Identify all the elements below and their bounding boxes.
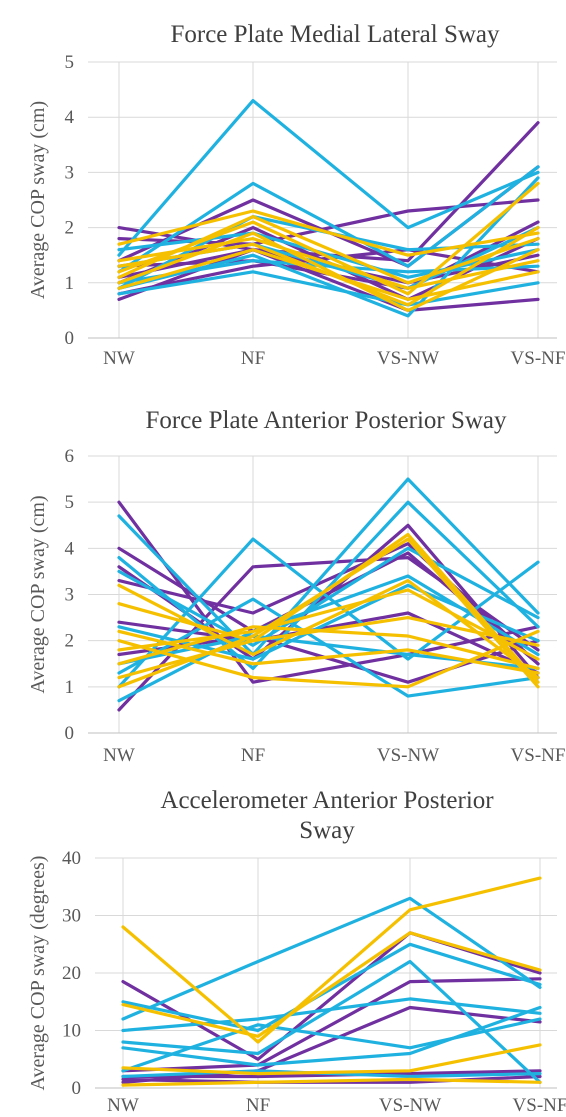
series-line-yellow — [121, 1043, 542, 1076]
x-tick-label: NW — [103, 745, 135, 766]
y-tick-label: 0 — [72, 1078, 82, 1099]
series-line-blue — [121, 997, 542, 1033]
y-tick-label: 0 — [65, 723, 75, 744]
y-tick-label: 5 — [65, 492, 75, 513]
series-line-blue — [121, 1017, 542, 1073]
x-tick-label: VS-NF — [511, 348, 566, 369]
chart-title: Force Plate Anterior Posterior Sway — [145, 407, 507, 434]
series-line-yellow — [121, 876, 542, 1044]
y-axis-label: Average COP sway (cm) — [27, 495, 49, 693]
series-line-yellow — [117, 209, 540, 257]
series-line-blue — [121, 896, 542, 1021]
series-line-yellow — [117, 578, 540, 680]
y-tick-label: 1 — [65, 273, 75, 294]
x-tick-label: NW — [107, 1095, 139, 1116]
series-line-blue — [117, 546, 540, 647]
series-line-yellow — [117, 588, 540, 661]
y-tick-label: 40 — [62, 848, 81, 869]
series-line-purple — [117, 542, 540, 666]
series-line-purple — [117, 611, 540, 675]
x-tick-label: VS-NW — [377, 348, 439, 369]
series-line-blue — [117, 597, 540, 698]
series-line-purple — [121, 977, 542, 1073]
y-tick-label: 4 — [65, 107, 75, 128]
series-line-blue — [117, 270, 540, 307]
y-tick-label: 5 — [65, 52, 75, 73]
y-axis-label: Average COP sway (degrees) — [27, 856, 49, 1091]
series-line-purple — [117, 248, 540, 312]
x-tick-label: VS-NW — [379, 1095, 441, 1116]
y-tick-label: 3 — [65, 585, 75, 606]
series-line-yellow — [117, 215, 540, 285]
y-tick-label: 1 — [65, 677, 75, 698]
series-line-blue — [121, 1005, 542, 1067]
x-tick-label: VS-NF — [513, 1095, 566, 1116]
y-tick-label: 3 — [65, 162, 75, 183]
series-line-yellow — [117, 615, 540, 680]
series-line-yellow — [117, 629, 540, 675]
x-tick-label: NF — [241, 348, 265, 369]
chart-title: Sway — [299, 817, 355, 844]
y-tick-label: 10 — [62, 1021, 81, 1042]
y-tick-label: 2 — [65, 631, 75, 652]
series-line-blue — [117, 477, 540, 657]
x-tick-label: NF — [246, 1095, 270, 1116]
y-tick-label: 20 — [62, 963, 81, 984]
series-line-purple — [117, 500, 540, 684]
series-line-yellow — [121, 1077, 542, 1087]
chart-title: Force Plate Medial Lateral Sway — [170, 21, 500, 48]
x-tick-label: VS-NW — [377, 745, 439, 766]
series-line-yellow — [117, 226, 540, 307]
series-line-blue — [117, 176, 540, 318]
x-tick-label: NF — [241, 745, 265, 766]
series-line-yellow — [121, 931, 542, 1038]
series-line-blue — [117, 231, 540, 279]
x-tick-label: VS-NF — [511, 745, 566, 766]
chart-2: Force Plate Anterior Posterior Sway 0 1 2 3 4… — [27, 407, 565, 766]
series-line-yellow — [117, 231, 540, 312]
y-tick-label: 0 — [65, 328, 75, 349]
chart-title: Accelerometer Anterior Posterior — [160, 787, 494, 814]
chart-3: Accelerometer Anterior Posterior Sway 0 10 2… — [27, 787, 566, 1116]
series-line-blue — [117, 98, 540, 257]
chart-1: Force Plate Medial Lateral Sway 0 1 2 3 4 5 NW N… — [27, 21, 565, 369]
x-tick-label: NW — [103, 348, 135, 369]
y-tick-label: 30 — [62, 906, 81, 927]
series-line-yellow — [117, 537, 540, 689]
y-axis-label: Average COP sway (cm) — [27, 101, 49, 299]
y-tick-label: 4 — [65, 538, 75, 559]
y-tick-label: 6 — [65, 446, 75, 467]
series-line-yellow — [117, 237, 540, 290]
series-line-yellow — [117, 625, 540, 671]
y-tick-label: 2 — [65, 218, 75, 239]
series-line-blue — [121, 942, 542, 1033]
